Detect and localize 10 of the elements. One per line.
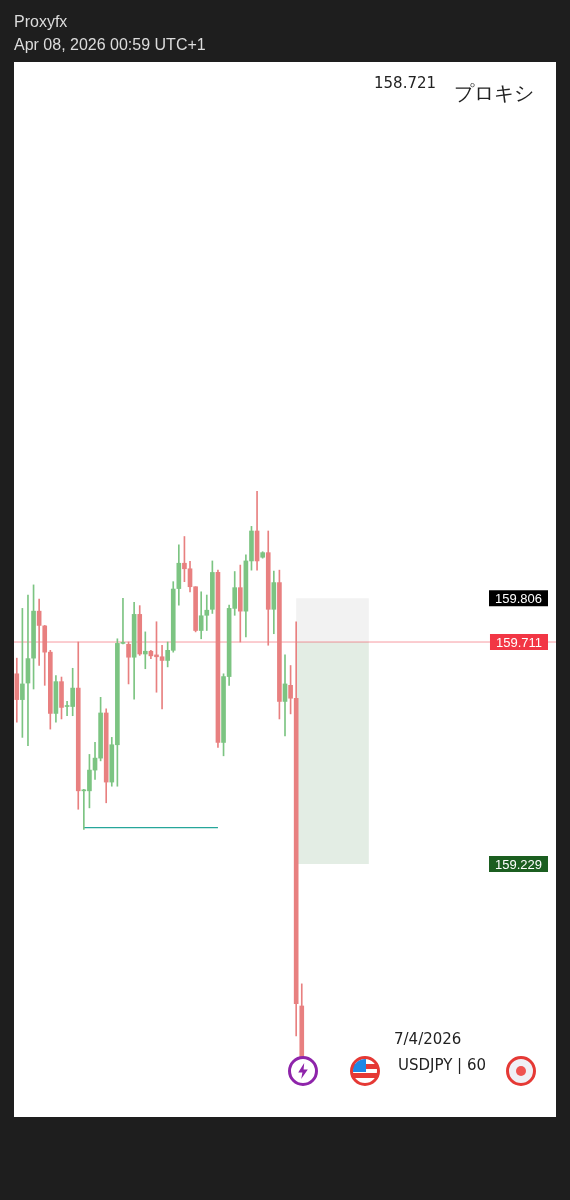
- chart-title: Proxyfx: [14, 12, 69, 32]
- candlestick: [142, 631, 148, 670]
- annotation: プロキシ: [454, 80, 534, 107]
- y-tick-label: 159.711: [495, 634, 542, 650]
- y-tick-label: 159.229: [495, 856, 542, 872]
- annotation: USDJPY | 60: [398, 1056, 487, 1074]
- y-tick-label: 159.806: [495, 590, 542, 606]
- annotation: 7/4/2026: [394, 1030, 462, 1048]
- chart-subtitle: Apr 08, 2026 00:59 UTC+1: [14, 35, 206, 55]
- annotation: 158.721: [374, 74, 437, 92]
